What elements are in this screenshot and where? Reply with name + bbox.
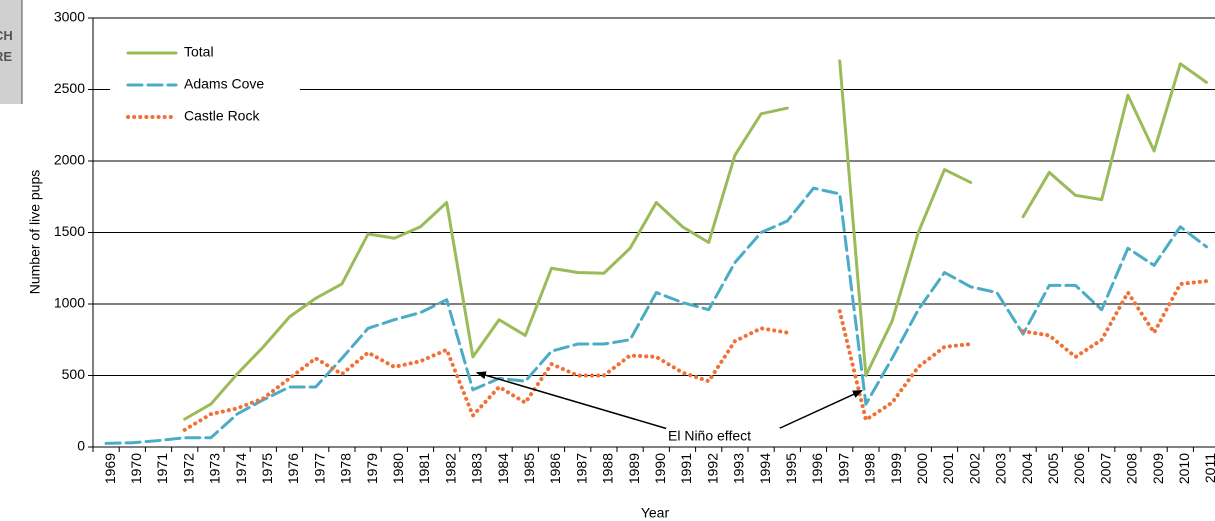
- x-tick-label: 1977: [311, 453, 327, 484]
- x-tick-label: 1981: [416, 453, 432, 484]
- x-tick-label: 1985: [521, 453, 537, 484]
- x-tick-label: 1991: [678, 453, 694, 484]
- x-tick-label: 1997: [835, 453, 851, 484]
- x-tick-label: 1984: [495, 453, 511, 484]
- x-tick-label: 1998: [862, 453, 878, 484]
- x-tick-label: 1994: [757, 453, 773, 484]
- x-tick-label: 2008: [1124, 453, 1140, 484]
- x-tick-label: 2011: [1202, 453, 1215, 483]
- x-tick-label: 1983: [469, 453, 485, 484]
- legend-box: [110, 38, 300, 138]
- x-tick-label: 1990: [652, 453, 668, 484]
- x-tick-label: 1975: [259, 453, 275, 484]
- badge: [0, 0, 22, 104]
- x-tick-label: 1978: [338, 453, 354, 484]
- x-tick-label: 2004: [1019, 453, 1035, 484]
- y-tick-label: 500: [62, 366, 86, 382]
- x-tick-label: 1986: [547, 453, 563, 484]
- x-tick-label: 1996: [809, 453, 825, 484]
- x-tick-label: 1992: [704, 453, 720, 484]
- y-tick-label: 3000: [54, 9, 85, 25]
- series-line: [183, 59, 1208, 421]
- y-tick-label: 0: [77, 438, 85, 454]
- x-tick-label: 1973: [207, 453, 223, 484]
- legend-label: Castle Rock: [184, 108, 260, 124]
- x-axis-label: Year: [641, 505, 670, 521]
- y-tick-label: 1000: [54, 295, 85, 311]
- annotation-box: [666, 428, 780, 446]
- badge-text: RE: [0, 49, 12, 64]
- x-tick-label: 2007: [1097, 453, 1113, 484]
- series-line: [104, 186, 1208, 445]
- x-tick-label: 1976: [285, 453, 301, 484]
- x-tick-label: 1969: [102, 453, 118, 484]
- annotation-arrow: [777, 389, 863, 430]
- x-tick-label: 1971: [154, 453, 170, 484]
- x-tick-label: 2009: [1150, 453, 1166, 484]
- x-tick-label: 2006: [1071, 453, 1087, 484]
- x-tick-label: 1995: [783, 453, 799, 484]
- y-tick-label: 2500: [54, 80, 85, 96]
- x-tick-label: 1989: [626, 453, 642, 484]
- x-tick-label: 2010: [1176, 453, 1192, 484]
- x-tick-label: 1979: [364, 453, 380, 484]
- x-tick-label: 1970: [128, 453, 144, 484]
- x-tick-label: 1972: [180, 453, 196, 484]
- x-tick-label: 1980: [390, 453, 406, 484]
- legend-label: Total: [184, 44, 214, 60]
- x-tick-label: 1982: [442, 453, 458, 484]
- x-tick-label: 2000: [914, 453, 930, 484]
- annotation: El Niño effect: [668, 428, 751, 444]
- y-axis-label: Number of live pups: [27, 170, 43, 295]
- x-tick-label: 2005: [1045, 453, 1061, 484]
- legend-label: Adams Cove: [184, 76, 264, 92]
- x-tick-label: 1988: [600, 453, 616, 484]
- x-tick-label: 2001: [940, 453, 956, 484]
- x-tick-label: 2002: [966, 453, 982, 484]
- x-tick-label: 2003: [993, 453, 1009, 484]
- x-tick-label: 1987: [573, 453, 589, 484]
- x-tick-label: 1974: [233, 453, 249, 484]
- annotation-arrow: [475, 371, 669, 430]
- y-tick-label: 1500: [54, 223, 85, 239]
- series-line: [182, 279, 1209, 432]
- badge-text: CH: [0, 28, 13, 43]
- x-tick-label: 1999: [888, 453, 904, 484]
- x-tick-label: 1993: [731, 453, 747, 484]
- y-tick-label: 2000: [54, 152, 85, 168]
